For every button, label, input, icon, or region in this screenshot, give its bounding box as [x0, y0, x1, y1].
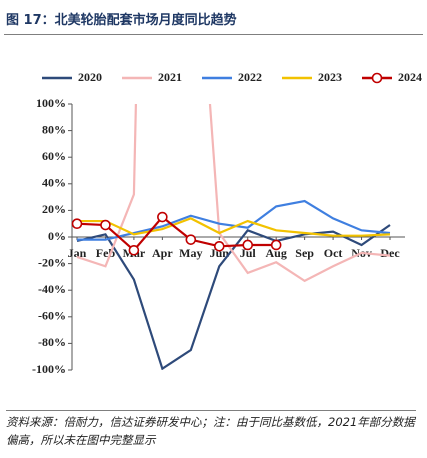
- chart: 100% 80% 60% 40% 20% 0% -20% -40% -60% -80% -100% J…: [32, 70, 422, 376]
- legend-label: 2024: [398, 70, 422, 84]
- series-marker: [71, 218, 83, 229]
- series-line: [76, 224, 391, 370]
- legend-label: 2023: [318, 70, 342, 84]
- y-tick-label: -100%: [32, 362, 66, 376]
- series-marker: [128, 245, 140, 256]
- plot-area: [71, 104, 391, 370]
- series-marker: [157, 211, 168, 223]
- y-tick-label: 0%: [48, 229, 66, 243]
- series-line: [77, 217, 391, 237]
- x-tick-label: Jan: [68, 246, 87, 260]
- source-note: 资料来源：倍耐力，信达证券研发中心；注：由于同比基数低，2021年部分数据偏高，…: [6, 410, 416, 449]
- y-tick-label: 40%: [42, 176, 66, 190]
- x-tick-label: Jun: [210, 246, 230, 260]
- x-tick-label: Aug: [266, 246, 287, 260]
- series-marker: [213, 241, 225, 252]
- x-tick-label: Dec: [380, 246, 400, 260]
- x-tick-label: Sep: [295, 246, 314, 260]
- legend-marker: [371, 72, 383, 84]
- series-marker: [270, 239, 282, 251]
- y-tick-label: -60%: [38, 309, 66, 323]
- series-marker: [100, 219, 111, 231]
- y-tick-label: 20%: [42, 202, 66, 216]
- series-line: [76, 104, 391, 283]
- y-tick-label: 60%: [42, 149, 66, 163]
- y-tick-label: 80%: [42, 122, 66, 136]
- x-tick-label: Jul: [240, 246, 257, 260]
- series-marker: [242, 239, 254, 251]
- legend-label: 2020: [78, 70, 102, 84]
- x-tick-label: Apr: [152, 246, 173, 260]
- series-marker: [185, 234, 197, 245]
- y-tick-label: -80%: [38, 335, 66, 349]
- series-line: [77, 199, 391, 241]
- x-tick-label: Oct: [324, 246, 343, 260]
- y-tick-label: -20%: [38, 255, 66, 269]
- x-tick-label: May: [179, 246, 202, 260]
- chart-title: 图 17：北美轮胎配套市场月度同比趋势: [6, 13, 237, 28]
- y-tick-label: 100%: [36, 96, 66, 110]
- legend-label: 2022: [238, 70, 262, 84]
- title-rule: [4, 34, 423, 35]
- legend-label: 2021: [158, 70, 182, 84]
- y-tick-label: -40%: [38, 282, 66, 296]
